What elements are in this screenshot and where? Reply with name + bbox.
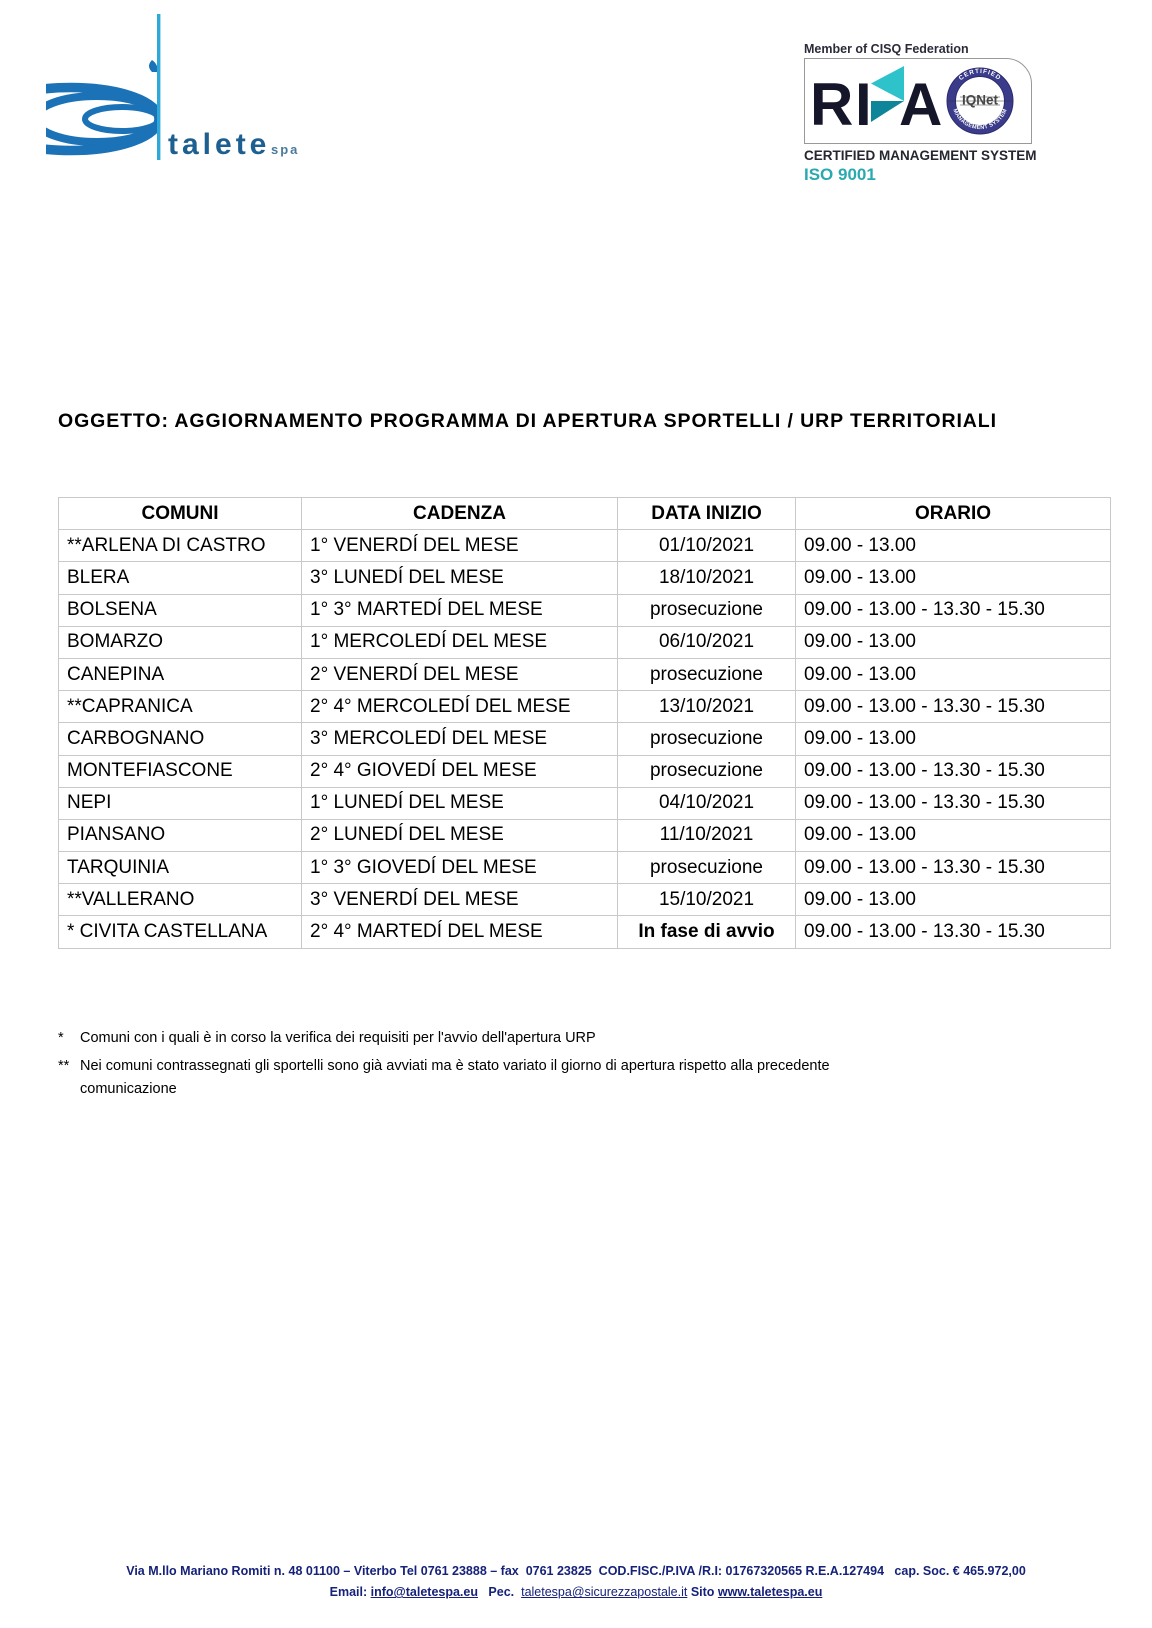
svg-text:I: I <box>855 71 872 138</box>
svg-text:spa: spa <box>271 142 299 157</box>
svg-text:R: R <box>813 71 853 138</box>
svg-text:IQNet: IQNet <box>962 93 999 108</box>
svg-text:talete: talete <box>168 128 270 161</box>
svg-text:A: A <box>899 71 942 138</box>
